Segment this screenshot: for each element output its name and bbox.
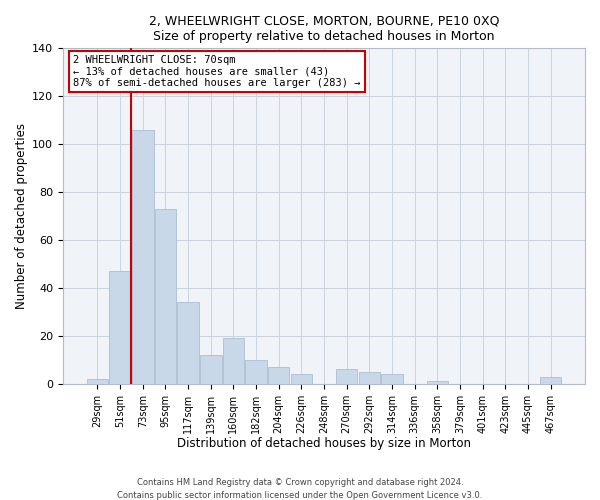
Bar xyxy=(109,271,131,384)
Bar xyxy=(268,367,289,384)
Title: 2, WHEELWRIGHT CLOSE, MORTON, BOURNE, PE10 0XQ
Size of property relative to deta: 2, WHEELWRIGHT CLOSE, MORTON, BOURNE, PE… xyxy=(149,15,499,43)
Text: Contains HM Land Registry data © Crown copyright and database right 2024.
Contai: Contains HM Land Registry data © Crown c… xyxy=(118,478,482,500)
Bar xyxy=(381,374,403,384)
Bar xyxy=(336,370,358,384)
X-axis label: Distribution of detached houses by size in Morton: Distribution of detached houses by size … xyxy=(177,437,471,450)
Bar xyxy=(245,360,267,384)
Bar xyxy=(359,372,380,384)
Bar xyxy=(87,379,108,384)
Bar xyxy=(223,338,244,384)
Bar xyxy=(178,302,199,384)
Bar xyxy=(132,130,154,384)
Bar xyxy=(200,355,221,384)
Bar xyxy=(290,374,312,384)
Text: 2 WHEELWRIGHT CLOSE: 70sqm
← 13% of detached houses are smaller (43)
87% of semi: 2 WHEELWRIGHT CLOSE: 70sqm ← 13% of deta… xyxy=(73,55,361,88)
Bar xyxy=(540,376,561,384)
Y-axis label: Number of detached properties: Number of detached properties xyxy=(15,123,28,309)
Bar xyxy=(427,382,448,384)
Bar xyxy=(155,209,176,384)
